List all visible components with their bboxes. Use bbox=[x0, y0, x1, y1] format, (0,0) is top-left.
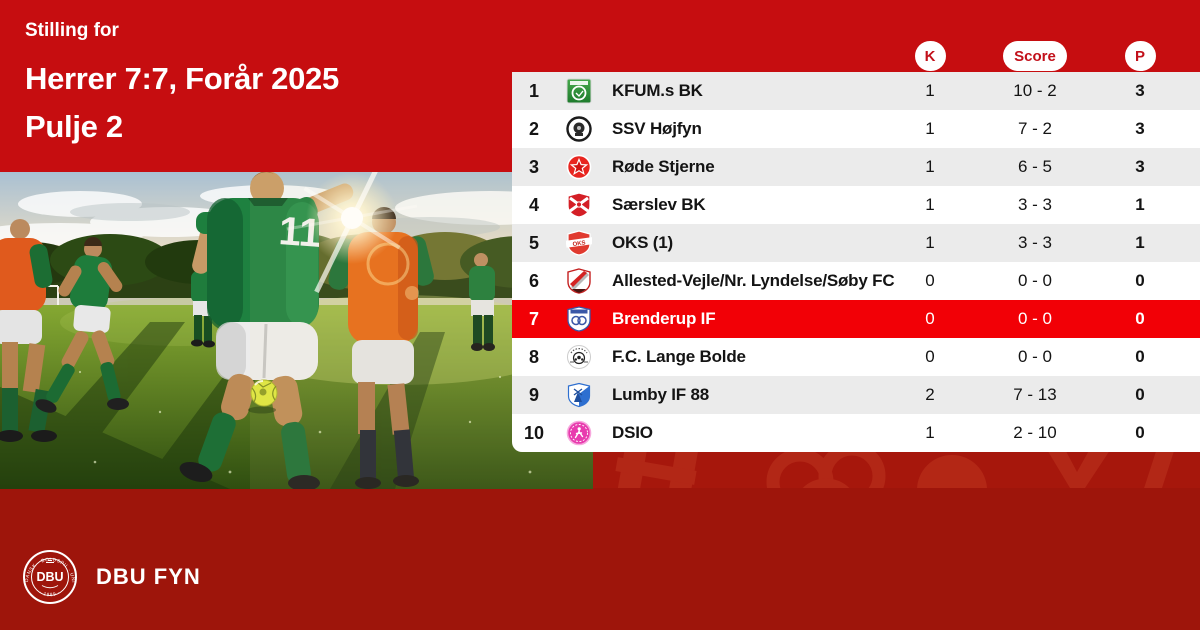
matches-played: 1 bbox=[925, 81, 935, 100]
player-distant-right bbox=[469, 253, 495, 351]
table-row: 6 Allested-Vejle/Nr. Lyndelse/Søby FC 0 … bbox=[512, 262, 1200, 300]
table-row: 2 SSV Højfyn 1 7 - 2 3 bbox=[512, 110, 1200, 148]
score: 7 - 13 bbox=[1013, 385, 1057, 404]
position: 10 bbox=[523, 422, 545, 443]
player-main: 11 bbox=[179, 172, 354, 489]
points: 3 bbox=[1135, 157, 1145, 176]
soccer-ball bbox=[248, 379, 278, 414]
matches-played: 0 bbox=[925, 271, 935, 290]
column-header-p: P bbox=[1124, 41, 1156, 71]
team-name: Brenderup IF bbox=[612, 309, 716, 328]
matches-played: 0 bbox=[925, 347, 935, 366]
dbu-crest-logo: DANSK · BOLDSPIL · UNION · 1889 · DBU bbox=[22, 549, 77, 604]
team-logo-rode-stjerne bbox=[556, 154, 602, 180]
table-column-headers: K Score P bbox=[512, 41, 1200, 71]
points: 0 bbox=[1135, 309, 1145, 328]
position: 5 bbox=[528, 232, 539, 253]
matches-played: 1 bbox=[925, 157, 935, 176]
svg-text:OKS: OKS bbox=[572, 240, 586, 248]
footer-brand: DANSK · BOLDSPIL · UNION · 1889 · DBU DB… bbox=[22, 549, 201, 605]
position: 6 bbox=[528, 270, 539, 291]
team-name: Lumby IF 88 bbox=[612, 385, 709, 404]
eyebrow-label: Stilling for bbox=[25, 20, 119, 41]
team-logo-dsio bbox=[556, 420, 602, 446]
brand-name: DBU FYN bbox=[96, 564, 201, 589]
score: 0 - 0 bbox=[1017, 347, 1053, 366]
column-header-k: K bbox=[914, 41, 946, 71]
table-row: 5 OKS OKS (1) 1 3 - 3 1 bbox=[512, 224, 1200, 262]
crest-year-text: · 1889 · bbox=[38, 590, 61, 598]
team-logo-saerslev-bk bbox=[556, 192, 602, 218]
score: 6 - 5 bbox=[1017, 157, 1053, 176]
team-logo-oks: OKS bbox=[556, 230, 602, 256]
points: 0 bbox=[1135, 347, 1145, 366]
svg-text:· 1889 ·: · 1889 · bbox=[38, 590, 62, 598]
points: 0 bbox=[1135, 271, 1145, 290]
score: 10 - 2 bbox=[1013, 81, 1057, 100]
team-name: F.C. Lange Bolde bbox=[612, 347, 746, 366]
header-titles: Stilling for Herrer 7:7, Forår 2025 Pulj… bbox=[25, 20, 339, 151]
page-title-line1: Herrer 7:7, Forår 2025 bbox=[25, 61, 339, 96]
team-name: KFUM.s BK bbox=[612, 81, 703, 100]
team-logo-allested-vejle bbox=[556, 268, 602, 294]
position: 7 bbox=[528, 308, 539, 329]
table-row: 9 Lumby IF 88 2 7 - 13 0 bbox=[512, 376, 1200, 414]
matches-played: 0 bbox=[925, 309, 935, 328]
matches-played: 1 bbox=[925, 423, 935, 442]
score: 3 - 3 bbox=[1017, 195, 1053, 214]
team-name: DSIO bbox=[612, 423, 653, 442]
score: 7 - 2 bbox=[1017, 119, 1053, 138]
score: 0 - 0 bbox=[1017, 271, 1053, 290]
position: 3 bbox=[528, 156, 539, 177]
matches-played: 1 bbox=[925, 233, 935, 252]
column-header-score: Score bbox=[1003, 41, 1067, 71]
crest-center-text: DBU bbox=[36, 570, 63, 584]
header-left-block bbox=[0, 0, 512, 172]
points: 0 bbox=[1135, 423, 1145, 442]
table-row: 3 Røde Stjerne 1 6 - 5 3 bbox=[512, 148, 1200, 186]
team-name: OKS (1) bbox=[612, 233, 673, 252]
table-row: 10 DSIO 1 2 - 10 0 bbox=[512, 414, 1200, 452]
player-runner bbox=[35, 237, 129, 413]
position: 1 bbox=[528, 80, 539, 101]
points: 3 bbox=[1135, 81, 1145, 100]
team-logo-kfums-bk bbox=[556, 78, 602, 104]
team-name: SSV Højfyn bbox=[612, 119, 702, 138]
standings-table: 1 KFUM.s BK 1 10 - 2 3 2 SSV Højfyn 1 7 … bbox=[512, 72, 1200, 452]
page-title-line2: Pulje 2 bbox=[25, 109, 123, 144]
player-left-bib bbox=[0, 219, 57, 442]
table-row: 4 Særslev BK 1 3 - 3 1 bbox=[512, 186, 1200, 224]
team-logo-brenderup-if bbox=[556, 306, 602, 332]
score: 0 - 0 bbox=[1017, 309, 1053, 328]
team-name: Særslev BK bbox=[612, 195, 706, 214]
position: 8 bbox=[528, 346, 539, 367]
position: 2 bbox=[528, 118, 539, 139]
match-photo: 11 bbox=[0, 172, 593, 489]
points: 1 bbox=[1135, 233, 1145, 252]
position: 4 bbox=[528, 194, 539, 215]
score: 3 - 3 bbox=[1017, 233, 1053, 252]
soccer-photo-illustration: 11 bbox=[0, 172, 593, 489]
position: 9 bbox=[528, 384, 539, 405]
table-row: 1 KFUM.s BK 1 10 - 2 3 bbox=[512, 72, 1200, 110]
team-logo-ssv-hojfyn bbox=[556, 116, 602, 142]
table-row: 8 F.C. Lange Bolde 0 0 - 0 0 bbox=[512, 338, 1200, 376]
team-logo-lumby-if-88 bbox=[556, 382, 602, 408]
table-row-highlighted: 7 Brenderup IF 0 0 - 0 0 bbox=[512, 300, 1200, 338]
team-logo-fc-lange-bolde bbox=[556, 344, 602, 370]
points: 1 bbox=[1135, 195, 1145, 214]
team-name: Allested-Vejle/Nr. Lyndelse/Søby FC bbox=[612, 271, 895, 290]
points: 0 bbox=[1135, 385, 1145, 404]
team-name: Røde Stjerne bbox=[612, 157, 715, 176]
matches-played: 1 bbox=[925, 195, 935, 214]
player-orange-bib bbox=[328, 207, 434, 489]
score: 2 - 10 bbox=[1013, 423, 1057, 442]
matches-played: 2 bbox=[925, 385, 935, 404]
sun-flare bbox=[286, 172, 419, 300]
points: 3 bbox=[1135, 119, 1145, 138]
matches-played: 1 bbox=[925, 119, 935, 138]
